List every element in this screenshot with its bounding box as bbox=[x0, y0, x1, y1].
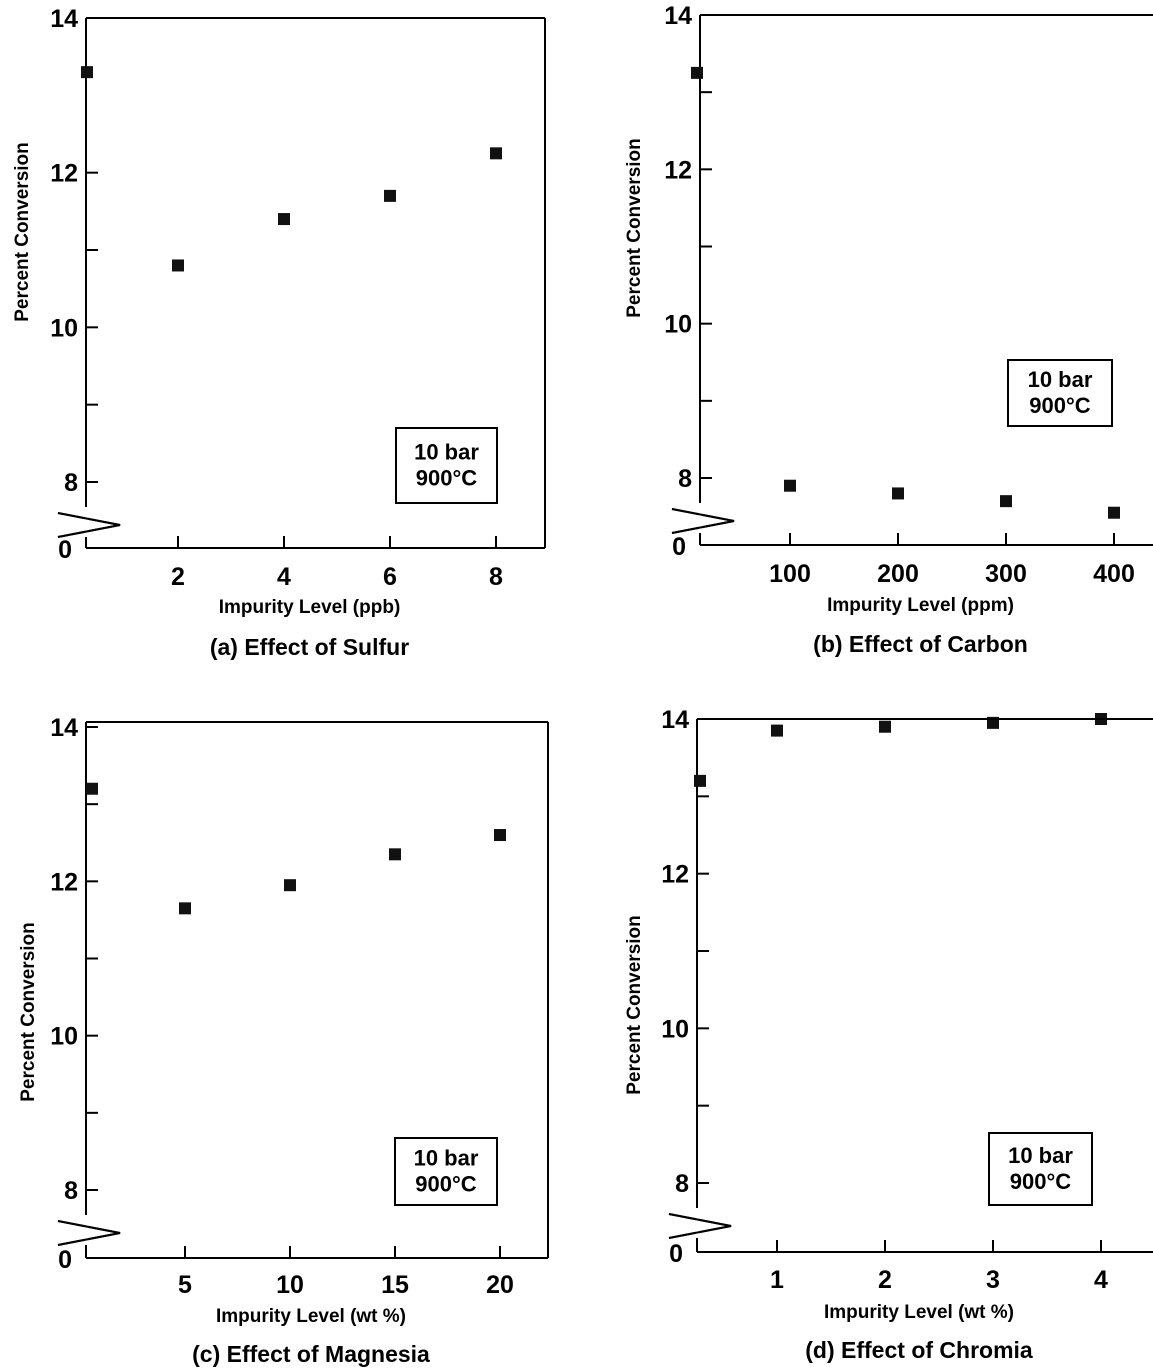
axis-break-zigzag-stroke bbox=[668, 1213, 732, 1239]
axis-break-zigzag-stroke bbox=[57, 1220, 121, 1246]
y-tick-label: 8 bbox=[64, 469, 78, 497]
x-tick-label: 6 bbox=[383, 563, 397, 591]
axis-break-zigzag bbox=[668, 1213, 732, 1239]
axis-break-gap bbox=[85, 1217, 88, 1245]
x-tick-label: 100 bbox=[769, 560, 811, 588]
axis-break-gap bbox=[85, 509, 88, 537]
condition-line-1: 10 bar bbox=[414, 1146, 479, 1171]
x-tick-label: 4 bbox=[277, 563, 291, 591]
condition-line-2: 900°C bbox=[1010, 1169, 1072, 1194]
condition-box bbox=[394, 1137, 498, 1206]
x-axis-title: Impurity Level (ppb) bbox=[219, 597, 401, 618]
x-axis-title: Impurity Level (wt %) bbox=[216, 1306, 406, 1327]
x-tick-label: 5 bbox=[178, 1271, 192, 1299]
data-point bbox=[86, 782, 98, 795]
x-tick-label: 200 bbox=[877, 560, 919, 588]
y-axis-title: Percent Conversion bbox=[624, 138, 645, 318]
axis-break-zigzag bbox=[57, 512, 121, 538]
y-break-label: 0 bbox=[672, 533, 686, 561]
data-point bbox=[691, 66, 703, 79]
data-point bbox=[1000, 495, 1012, 508]
condition-box bbox=[988, 1132, 1093, 1206]
x-tick-label: 300 bbox=[985, 560, 1027, 588]
data-point bbox=[694, 774, 706, 787]
condition-box bbox=[1007, 359, 1113, 427]
chart-panel-a: 8 10 12 14 0 2 4 6 8 Impurity Level (ppb) Percent … bbox=[12, 5, 546, 660]
condition-line-1: 10 bar bbox=[414, 440, 479, 465]
y-break-label: 0 bbox=[669, 1240, 683, 1268]
y-tick-label: 12 bbox=[661, 861, 689, 889]
condition-line-1: 10 bar bbox=[1008, 1143, 1073, 1168]
data-point bbox=[490, 147, 502, 160]
axis-break-zigzag-stroke bbox=[671, 508, 735, 534]
x-tick-label: 20 bbox=[486, 1271, 514, 1299]
data-point bbox=[892, 487, 904, 500]
y-tick-label: 10 bbox=[50, 314, 78, 342]
data-point bbox=[1108, 506, 1120, 519]
data-point bbox=[179, 902, 191, 915]
data-point bbox=[172, 259, 184, 272]
x-tick-label: 4 bbox=[1094, 1266, 1108, 1294]
condition-box bbox=[395, 427, 498, 504]
condition-line-2: 900°C bbox=[415, 1172, 477, 1197]
data-point bbox=[278, 213, 290, 226]
condition-line-2: 900°C bbox=[1029, 393, 1091, 418]
y-tick-label: 10 bbox=[661, 1015, 689, 1043]
x-tick-label: 3 bbox=[986, 1266, 1000, 1294]
data-point bbox=[81, 66, 93, 79]
y-tick-label: 8 bbox=[675, 1170, 689, 1198]
x-tick-label: 2 bbox=[171, 563, 185, 591]
x-axis-title: Impurity Level (ppm) bbox=[827, 595, 1014, 616]
data-point bbox=[384, 189, 396, 202]
x-tick-label: 1 bbox=[770, 1266, 784, 1294]
y-tick-label: 14 bbox=[50, 5, 78, 33]
y-tick-label: 12 bbox=[50, 160, 78, 188]
panel-caption: (b) Effect of Carbon bbox=[813, 631, 1028, 657]
x-axis-title: Impurity Level (wt %) bbox=[824, 1302, 1014, 1323]
chart-panel-b: 8 10 12 14 0 100 200 300 400 Impurity Level (ppm)… bbox=[624, 2, 1153, 657]
data-point bbox=[879, 720, 891, 733]
y-tick-label: 14 bbox=[661, 706, 689, 734]
axis-break-zigzag-stroke bbox=[57, 512, 121, 538]
axis-break-zigzag bbox=[57, 1220, 121, 1246]
x-tick-label: 8 bbox=[489, 563, 503, 591]
y-break-label: 0 bbox=[58, 1246, 72, 1274]
x-tick-label: 400 bbox=[1093, 560, 1135, 588]
x-tick-label: 15 bbox=[381, 1271, 409, 1299]
panel-caption: (a) Effect of Sulfur bbox=[210, 634, 409, 660]
axis-break-zigzag bbox=[671, 508, 735, 534]
y-axis-title: Percent Conversion bbox=[12, 142, 33, 322]
y-tick-label: 12 bbox=[664, 156, 692, 184]
y-axis-title: Percent Conversion bbox=[18, 922, 39, 1102]
y-tick-label: 8 bbox=[64, 1177, 78, 1205]
y-tick-label: 14 bbox=[50, 714, 78, 742]
x-tick-label: 10 bbox=[276, 1271, 304, 1299]
data-point bbox=[784, 479, 796, 492]
axis-break-gap bbox=[699, 505, 702, 533]
y-break-label: 0 bbox=[58, 536, 72, 564]
x-tick-label: 2 bbox=[878, 1266, 892, 1294]
panel-caption: (c) Effect of Magnesia bbox=[192, 1341, 430, 1367]
y-axis-title: Percent Conversion bbox=[624, 915, 645, 1095]
y-tick-label: 10 bbox=[50, 1023, 78, 1051]
condition-line-1: 10 bar bbox=[1028, 367, 1093, 392]
axis-break-gap bbox=[696, 1210, 699, 1238]
panel-caption: (d) Effect of Chromia bbox=[805, 1337, 1033, 1363]
data-point bbox=[771, 724, 783, 737]
data-point bbox=[389, 848, 401, 861]
data-point bbox=[494, 829, 506, 842]
y-tick-label: 10 bbox=[664, 311, 692, 339]
data-point bbox=[284, 879, 296, 892]
chart-panel-c: 8 10 12 14 0 5 10 15 20 Impurity Level (wt %) Perc… bbox=[18, 714, 549, 1367]
y-tick-label: 8 bbox=[678, 465, 692, 493]
y-tick-label: 14 bbox=[664, 2, 692, 30]
condition-line-2: 900°C bbox=[416, 466, 478, 491]
y-tick-label: 12 bbox=[50, 868, 78, 896]
